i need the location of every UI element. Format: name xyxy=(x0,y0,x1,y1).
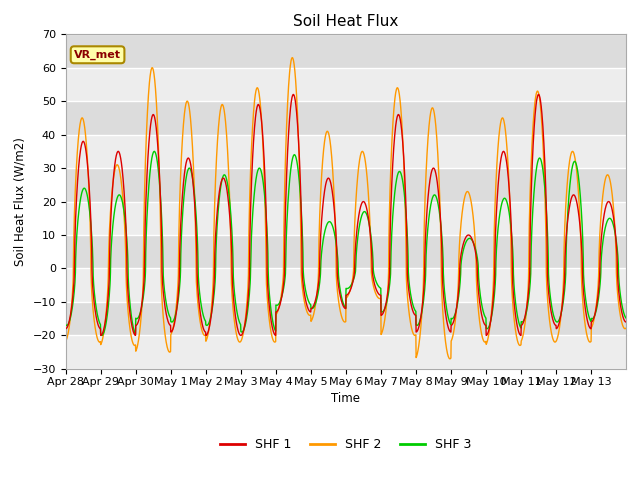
SHF 2 xyxy=(446,356,454,362)
SHF 3 xyxy=(150,148,158,154)
SHF 3 xyxy=(515,321,523,326)
Title: Soil Heat Flux: Soil Heat Flux xyxy=(293,14,399,29)
SHF 2 xyxy=(547,326,554,332)
SHF 3 xyxy=(98,333,106,338)
Line: SHF 2: SHF 2 xyxy=(66,58,626,359)
Bar xyxy=(66,336,626,369)
SHF 2 xyxy=(622,325,630,331)
SHF 1 xyxy=(62,326,70,332)
SHF 3 xyxy=(547,297,554,302)
Bar xyxy=(66,268,626,302)
Bar xyxy=(66,134,626,168)
Line: SHF 1: SHF 1 xyxy=(66,95,626,336)
SHF 1 xyxy=(515,329,523,335)
SHF 3 xyxy=(118,197,125,203)
SHF 2 xyxy=(615,300,623,306)
SHF 3 xyxy=(62,322,70,328)
SHF 1 xyxy=(118,164,125,169)
Bar xyxy=(66,202,626,235)
SHF 3 xyxy=(239,328,247,334)
SHF 1 xyxy=(380,309,388,314)
SHF 3 xyxy=(615,272,623,277)
X-axis label: Time: Time xyxy=(332,392,360,405)
Legend: SHF 1, SHF 2, SHF 3: SHF 1, SHF 2, SHF 3 xyxy=(215,433,477,456)
SHF 1 xyxy=(534,92,542,97)
SHF 1 xyxy=(97,333,104,338)
Bar xyxy=(66,68,626,101)
Y-axis label: Soil Heat Flux (W/m2): Soil Heat Flux (W/m2) xyxy=(14,137,27,266)
Text: VR_met: VR_met xyxy=(74,49,121,60)
SHF 3 xyxy=(380,307,388,313)
SHF 1 xyxy=(615,287,623,293)
SHF 2 xyxy=(289,55,296,60)
SHF 1 xyxy=(547,306,554,312)
SHF 2 xyxy=(62,338,70,344)
SHF 3 xyxy=(622,315,630,321)
SHF 2 xyxy=(239,334,246,339)
SHF 2 xyxy=(515,342,523,348)
SHF 1 xyxy=(239,330,246,336)
SHF 1 xyxy=(622,319,630,325)
SHF 2 xyxy=(380,323,388,328)
SHF 2 xyxy=(118,182,125,188)
Line: SHF 3: SHF 3 xyxy=(66,151,626,336)
